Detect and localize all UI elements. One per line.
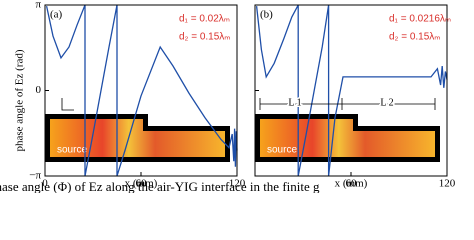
x-tick-label: 60 bbox=[346, 178, 358, 190]
panel-label: (a) bbox=[50, 9, 63, 21]
annotation: source bbox=[57, 145, 87, 156]
x-axis-label: x (mm) bbox=[125, 178, 158, 190]
y-tick-label: 0 bbox=[36, 84, 42, 96]
caption: e phase angle (Φ) of Ez along the air-YI… bbox=[0, 179, 320, 193]
line bbox=[45, 4, 238, 177]
x-axis-label: x (mm) bbox=[335, 178, 368, 190]
y-tick-label: −π bbox=[29, 170, 41, 182]
annotation: d₂ = 0.15λₘ bbox=[389, 32, 441, 43]
x-tick-label: 120 bbox=[439, 178, 456, 190]
panel-label: (b) bbox=[260, 9, 273, 21]
x-tick-label: 0 bbox=[42, 178, 48, 190]
annotation: L 1 bbox=[288, 97, 301, 108]
line bbox=[255, 4, 448, 177]
annotation: d₁ = 0.0216λₘ bbox=[389, 14, 451, 25]
figure: e phase angle (Φ) of Ez along the air-YI… bbox=[0, 0, 456, 193]
axis-glyph bbox=[61, 98, 74, 111]
annotation: source bbox=[267, 145, 297, 156]
y-axis-label: phase angle of Ez (rad) bbox=[14, 49, 26, 151]
annotation: d₂ = 0.15λₘ bbox=[179, 32, 231, 43]
x-tick-label: 120 bbox=[229, 178, 246, 190]
dimension-lines bbox=[259, 98, 436, 110]
y-tick-label: π bbox=[35, 0, 41, 11]
x-tick-label: 60 bbox=[136, 178, 148, 190]
annotation: L 2 bbox=[380, 97, 393, 108]
annotation: d₁ = 0.02λₘ bbox=[179, 14, 230, 25]
